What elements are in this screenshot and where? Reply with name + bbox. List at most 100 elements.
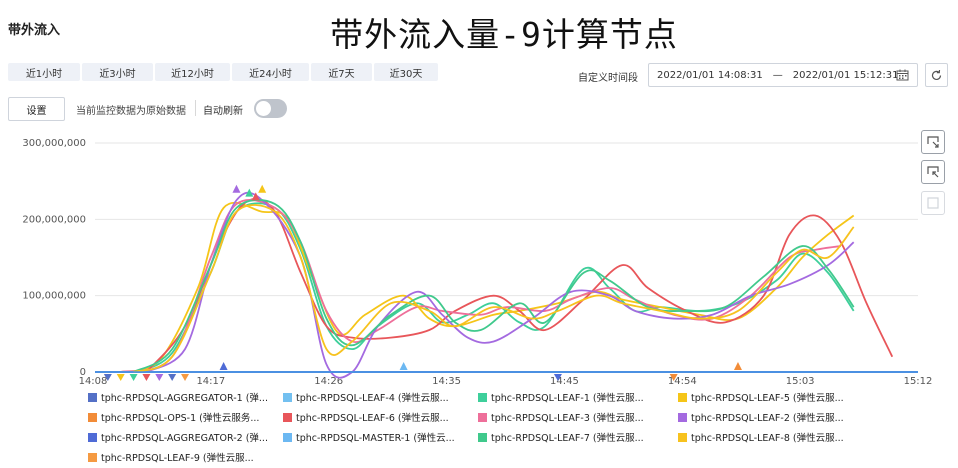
legend-item[interactable]: tphc-RPDSQL-AGGREGATOR-2 (弹... [88,430,268,444]
legend-swatch [88,412,97,422]
time-range-buttons: 近1小时 近3小时 近12小时 近24小时 近7天 近30天 [8,63,438,81]
refresh-icon [931,69,942,80]
y-tick-label: 200,000,000 [22,214,86,225]
legend-item[interactable]: tphc-RPDSQL-LEAF-9 (弹性云服... [88,450,254,464]
legend-swatch [88,392,97,402]
chart-main-title: 带外流入量-9计算节点 [330,15,678,54]
legend-item[interactable]: tphc-RPDSQL-LEAF-6 (弹性云服... [283,410,449,424]
legend-item[interactable]: tphc-RPDSQL-OPS-1 (弹性云服务... [88,410,259,424]
range-30d-button[interactable]: 近30天 [374,63,438,81]
series-line [145,191,855,379]
legend-swatch [283,432,292,442]
zoom-select-icon [927,136,939,148]
refresh-button[interactable] [925,63,948,87]
legend-label: tphc-RPDSQL-LEAF-7 (弹性云服... [491,433,644,444]
legend-swatch [478,412,487,422]
x-tick-label: 15:03 [786,376,815,387]
series-line [133,204,855,373]
legend-swatch [478,432,487,442]
series-line [133,199,855,373]
settings-button[interactable]: 设置 [8,97,65,121]
zoom-select-button[interactable] [921,130,945,154]
legend-item[interactable]: tphc-RPDSQL-LEAF-1 (弹性云服... [478,390,644,404]
range-24h-button[interactable]: 近24小时 [232,63,309,81]
x-tick-label: 14:35 [432,376,461,387]
legend-label: tphc-RPDSQL-LEAF-1 (弹性云服... [491,393,644,404]
custom-range-label: 自定义时间段 [578,73,638,84]
legend-item[interactable]: tphc-RPDSQL-LEAF-5 (弹性云服... [678,390,844,404]
zoom-reset-button[interactable] [921,160,945,184]
data-marker [553,374,562,381]
data-marker [669,374,678,381]
data-marker [168,374,177,381]
legend-swatch [678,392,687,402]
data-marker [155,374,164,381]
legend-swatch [678,412,687,422]
series-line [120,201,855,373]
restore-icon [927,197,939,209]
legend-item[interactable]: tphc-RPDSQL-MASTER-1 (弹性云... [283,430,455,444]
y-tick-label: 100,000,000 [22,291,86,302]
date-range-picker[interactable]: 2022/01/01 14:08:31 — 2022/01/01 15:12:3… [648,63,918,87]
range-end: 2022/01/01 15:12:31 [792,69,899,81]
series-line [133,202,855,373]
data-marker [103,374,112,381]
data-marker [219,362,228,370]
range-1h-button[interactable]: 近1小时 [8,63,80,81]
panel-title: 带外流入 [8,23,61,38]
data-marker [116,374,125,381]
calendar-icon[interactable] [896,69,909,84]
legend-label: tphc-RPDSQL-AGGREGATOR-2 (弹... [101,433,268,444]
data-marker [258,184,267,193]
legend-label: tphc-RPDSQL-AGGREGATOR-1 (弹... [101,393,268,404]
legend-label: tphc-RPDSQL-LEAF-8 (弹性云服... [691,433,844,444]
range-start: 2022/01/01 14:08:31 [657,69,763,81]
range-12h-button[interactable]: 近12小时 [155,63,230,81]
range-7d-button[interactable]: 近7天 [311,63,372,81]
legend-swatch [678,432,687,442]
data-marker [399,362,408,370]
legend-label: tphc-RPDSQL-LEAF-9 (弹性云服... [101,453,254,464]
legend-label: tphc-RPDSQL-LEAF-5 (弹性云服... [691,393,844,404]
data-marker [129,374,138,381]
x-tick-label: 14:08 [79,376,108,387]
legend-label: tphc-RPDSQL-LEAF-6 (弹性云服... [296,413,449,424]
legend-label: tphc-RPDSQL-LEAF-3 (弹性云服... [491,413,644,424]
data-marker [181,374,190,381]
legend-item[interactable]: tphc-RPDSQL-LEAF-2 (弹性云服... [678,410,844,424]
data-marker [251,192,260,201]
x-tick-label: 14:54 [668,376,697,387]
legend-label: tphc-RPDSQL-LEAF-2 (弹性云服... [691,413,844,424]
data-marker [245,188,254,197]
legend-item[interactable]: tphc-RPDSQL-LEAF-4 (弹性云服... [283,390,449,404]
legend-swatch [88,452,97,462]
legend-swatch [283,392,292,402]
data-marker [232,184,241,193]
legend-swatch [478,392,487,402]
range-separator: — [772,69,783,81]
toolbar-divider [195,100,196,116]
auto-refresh-label: 自动刷新 [203,106,243,117]
line-chart[interactable]: 300,000,000 200,000,000 100,000,000 014:08 1… [0,125,958,390]
data-source-text: 当前监控数据为原始数据 [76,106,186,117]
legend-item[interactable]: tphc-RPDSQL-LEAF-3 (弹性云服... [478,410,644,424]
y-tick-label: 0 [80,367,86,378]
legend-item[interactable]: tphc-RPDSQL-LEAF-8 (弹性云服... [678,430,844,444]
legend-item[interactable]: tphc-RPDSQL-AGGREGATOR-1 (弹... [88,390,268,404]
restore-button[interactable] [921,191,945,215]
toggle-knob [256,101,271,116]
legend-label: tphc-RPDSQL-OPS-1 (弹性云服务... [101,413,260,424]
data-marker [733,362,742,370]
legend-label: tphc-RPDSQL-MASTER-1 (弹性云... [296,433,455,444]
auto-refresh-toggle[interactable] [254,99,287,118]
legend-swatch [283,412,292,422]
x-tick-label: 14:17 [196,376,225,387]
y-tick-label: 300,000,000 [22,138,86,149]
range-3h-button[interactable]: 近3小时 [82,63,153,81]
zoom-back-icon [927,166,939,178]
data-marker [142,374,151,381]
x-tick-label: 15:12 [904,376,933,387]
legend-item[interactable]: tphc-RPDSQL-LEAF-7 (弹性云服... [478,430,644,444]
legend-label: tphc-RPDSQL-LEAF-4 (弹性云服... [296,393,449,404]
x-tick-label: 14:26 [314,376,343,387]
